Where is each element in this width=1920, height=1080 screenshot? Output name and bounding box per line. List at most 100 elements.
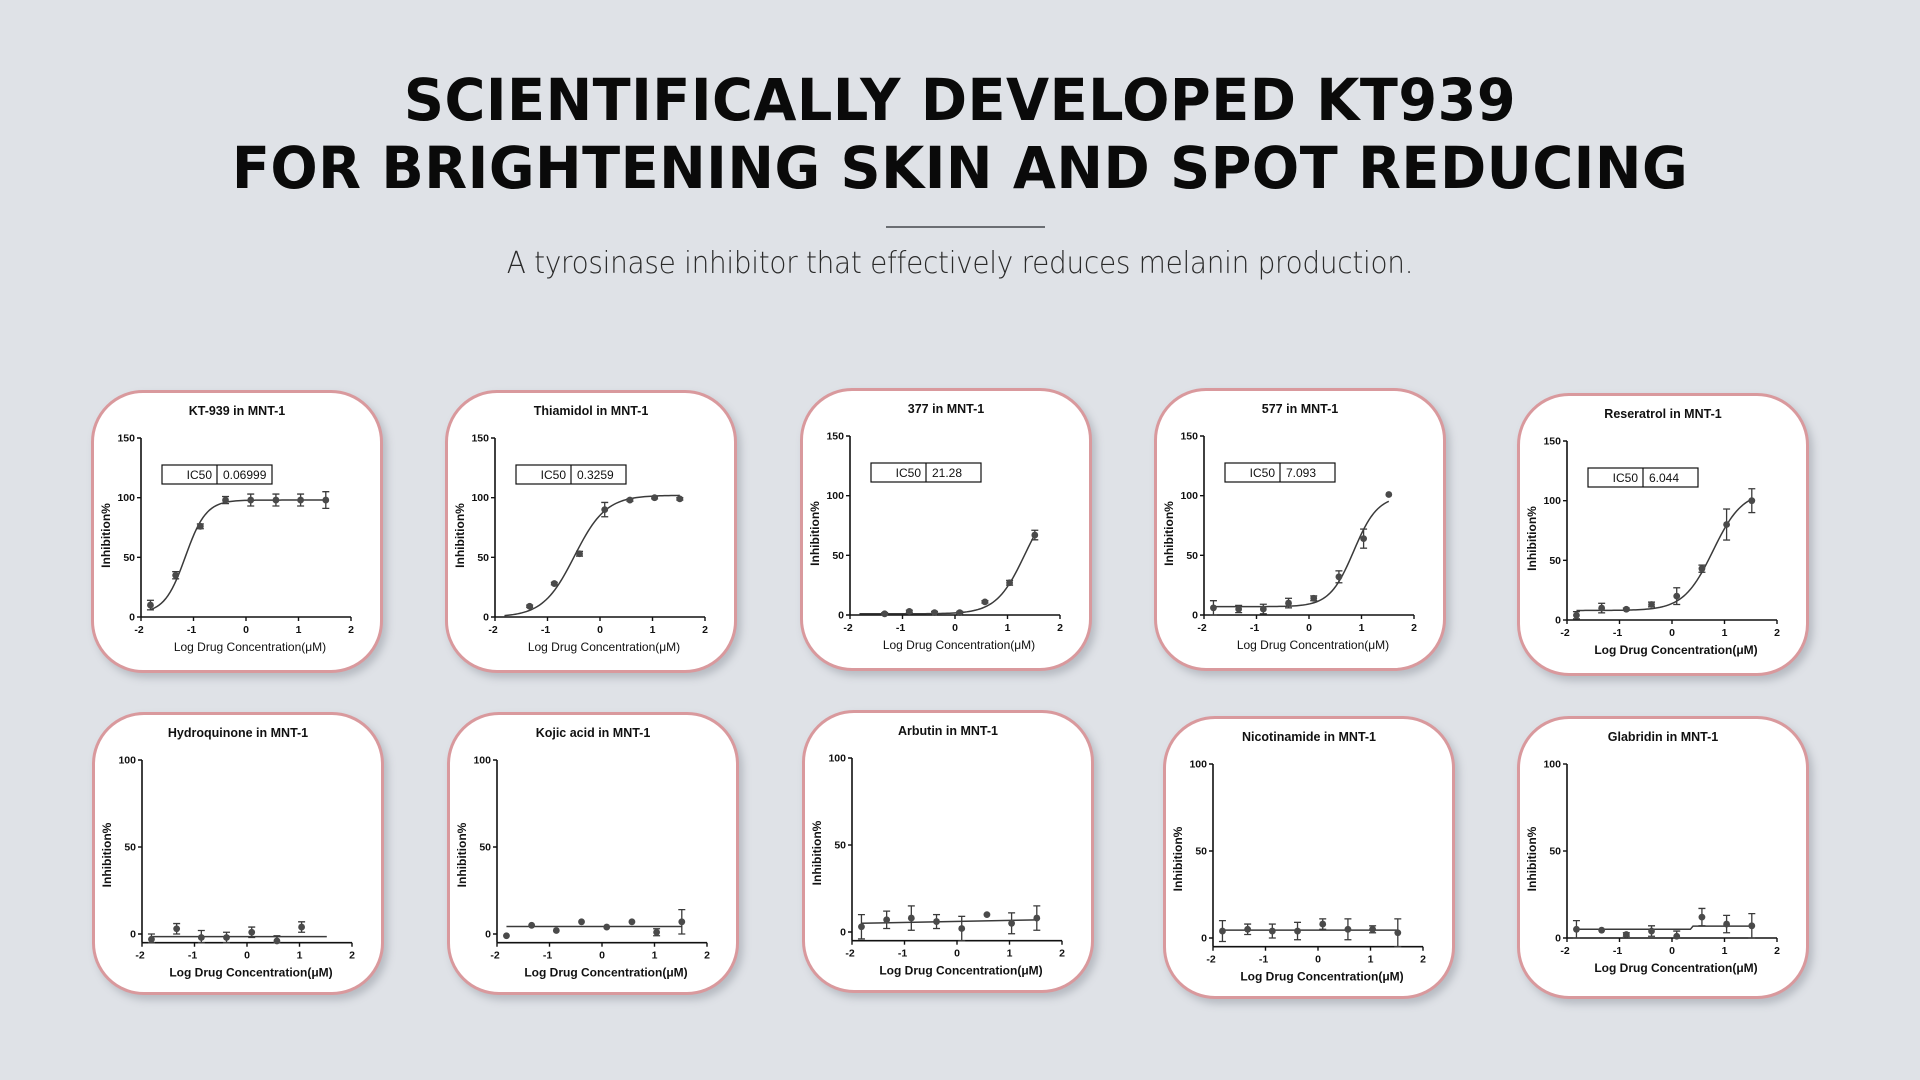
y-tick-label: 50 (832, 550, 844, 562)
data-point (1723, 920, 1730, 928)
x-tick-label: 1 (1359, 622, 1365, 634)
ic50-box: IC50 21.28 (870, 462, 982, 483)
data-point (905, 608, 913, 615)
data-point (1698, 565, 1706, 573)
x-tick-label: 2 (349, 950, 355, 962)
x-axis-label: Log Drug Concentration(μM) (1594, 643, 1757, 657)
data-point (628, 918, 636, 926)
chart-title: Glabridin in MNT-1 (1608, 730, 1718, 744)
heading-line-2: FOR BRIGHTENING SKIN AND SPOT REDUCING (231, 134, 1689, 202)
x-tick-label: 1 (296, 624, 302, 636)
data-point (1268, 927, 1276, 935)
data-point (881, 610, 889, 618)
y-tick-label: 150 (826, 431, 844, 443)
chart-card: Glabridin in MNT-1 0 50 100 -2 -1 0 1 2 Log Drug … (1517, 716, 1809, 999)
dose-response-chart: Arbutin in MNT-1 0 50 100 -2 -1 0 1 2 Log Drug Co… (810, 724, 1065, 978)
data-point (1748, 497, 1756, 505)
data-point (1031, 531, 1039, 539)
y-tick-label: 0 (485, 929, 491, 941)
x-tick-label: -1 (543, 950, 552, 962)
y-tick-label: 0 (840, 927, 846, 939)
data-point (1294, 927, 1301, 935)
x-axis-label: Log Drug Concentration(μM) (1594, 961, 1757, 975)
ic50-label: IC50 (541, 468, 567, 482)
data-point (1310, 594, 1318, 602)
y-tick-label: 100 (473, 755, 491, 767)
chart-title: KT-939 in MNT-1 (189, 404, 286, 418)
data-point (983, 911, 991, 918)
data-point (1573, 611, 1580, 619)
x-tick-label: -2 (490, 950, 499, 962)
y-tick-label: 50 (477, 552, 489, 564)
data-point (907, 914, 915, 922)
data-point (222, 496, 229, 504)
data-point (322, 496, 330, 504)
data-point (1622, 605, 1630, 613)
x-tick-label: 2 (1059, 948, 1065, 960)
dose-response-chart: Reseratrol in MNT-1 0 50 100 150 -2 -1 0 1 2 Log D… (1525, 407, 1780, 657)
data-point (1360, 535, 1367, 543)
x-tick-label: 1 (1722, 627, 1728, 639)
x-tick-label: 2 (702, 624, 708, 636)
chart-card: KT-939 in MNT-1 0 50 100 150 -2 -1 0 1 2 Log Drug … (91, 390, 383, 673)
data-point (1573, 925, 1580, 933)
fit-curve (861, 919, 1037, 925)
data-point (1648, 601, 1655, 608)
y-tick-label: 50 (1549, 846, 1561, 858)
data-point (503, 932, 510, 940)
chart-card: Nicotinamide in MNT-1 0 50 100 -2 -1 0 1 2 Log Dr… (1163, 716, 1455, 999)
chart-title: Nicotinamide in MNT-1 (1242, 730, 1376, 744)
chart-title: Arbutin in MNT-1 (898, 724, 998, 738)
x-tick-label: 0 (1306, 622, 1312, 634)
x-tick-label: -2 (1560, 627, 1569, 639)
y-tick-label: 100 (1189, 759, 1207, 771)
data-point (1748, 922, 1756, 930)
data-point (1598, 604, 1606, 612)
data-point (1319, 920, 1327, 928)
data-point (1648, 927, 1655, 935)
x-tick-label: -1 (1613, 627, 1622, 639)
x-tick-label: -1 (1613, 945, 1622, 957)
data-point (1235, 605, 1243, 613)
data-point (1335, 573, 1343, 581)
chart-title: Thiamidol in MNT-1 (534, 404, 649, 418)
data-point (651, 494, 658, 502)
y-tick-label: 100 (118, 755, 136, 767)
dose-response-chart: Kojic acid in MNT-1 0 50 100 -2 -1 0 1 2 Log Drug… (455, 726, 710, 980)
data-point (147, 601, 154, 609)
y-tick-label: 50 (1195, 846, 1207, 858)
x-tick-label: -2 (1197, 622, 1206, 634)
data-point (676, 495, 684, 503)
data-point (678, 918, 686, 926)
data-point (1033, 914, 1041, 922)
data-point (1008, 919, 1015, 927)
data-point (1285, 599, 1292, 607)
x-tick-label: -2 (134, 624, 143, 636)
data-point (298, 923, 305, 931)
y-tick-label: 150 (1180, 431, 1198, 443)
data-point (528, 921, 536, 929)
y-tick-label: 0 (483, 612, 489, 624)
dose-response-chart: Glabridin in MNT-1 0 50 100 -2 -1 0 1 2 Log Drug … (1525, 730, 1780, 975)
data-point (578, 918, 585, 926)
data-point (172, 571, 180, 579)
fit-curve (1576, 925, 1752, 931)
x-tick-label: -2 (843, 622, 852, 634)
chart-title: Hydroquinone in MNT-1 (168, 726, 308, 740)
x-tick-label: -1 (1259, 954, 1268, 966)
data-point (223, 934, 230, 941)
x-tick-label: -1 (541, 624, 550, 636)
x-tick-label: 2 (1411, 622, 1417, 634)
data-point (931, 609, 938, 617)
data-point (1598, 926, 1606, 934)
x-tick-label: 0 (599, 950, 605, 962)
data-point (981, 598, 989, 606)
data-point (1723, 521, 1730, 528)
y-tick-label: 0 (1555, 615, 1561, 627)
y-tick-label: 50 (834, 840, 846, 852)
dose-response-chart: 377 in MNT-1 0 50 100 150 -2 -1 0 1 2 Log Drug Con… (808, 402, 1063, 652)
y-tick-label: 50 (124, 842, 136, 854)
ic50-label: IC50 (1250, 466, 1276, 480)
chart-card: 577 in MNT-1 0 50 100 150 -2 -1 0 1 2 Log Drug Con… (1154, 388, 1446, 671)
x-tick-label: 2 (1057, 622, 1063, 634)
